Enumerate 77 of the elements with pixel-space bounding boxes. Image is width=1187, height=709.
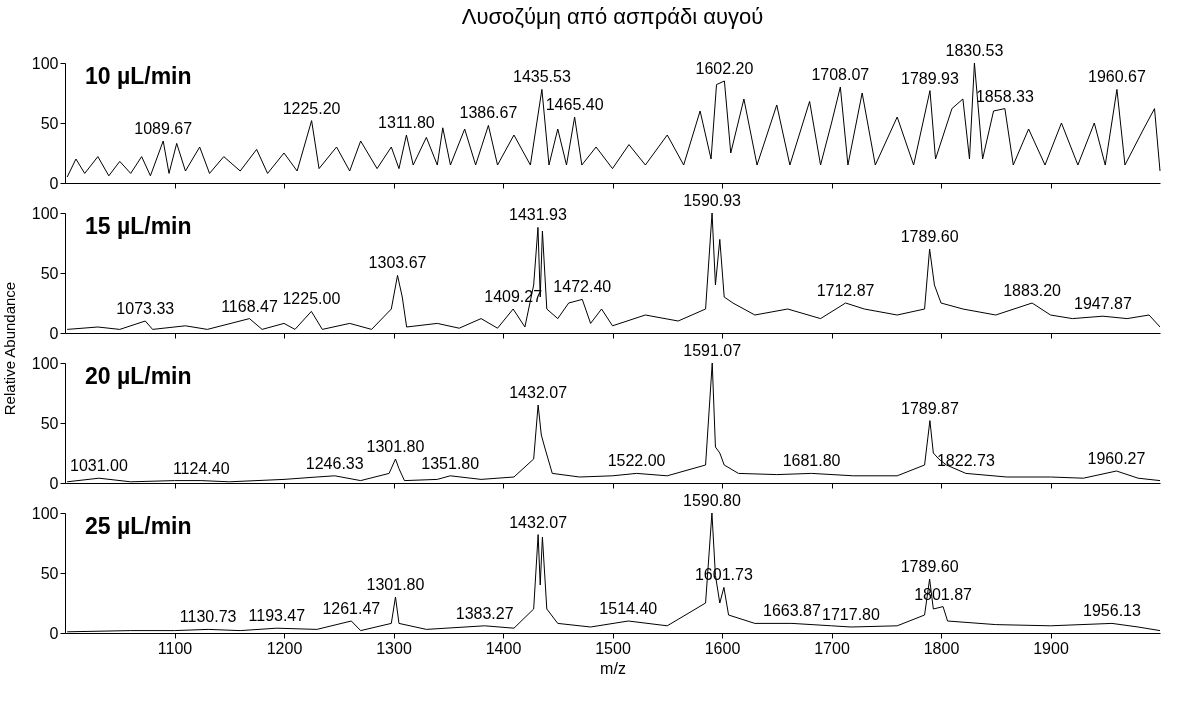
annotation: 1386.67 [459,104,518,122]
annotation: 1435.53 [512,68,571,86]
x-tick-label: 1500 [595,639,631,657]
y-tick-label: 50 [40,264,59,282]
annotation: 1472.40 [553,278,612,296]
annotation: 1830.53 [945,42,1004,59]
x-tick-label: 1200 [266,639,303,657]
annotation: 1225.00 [282,290,341,308]
annotation: 1590.80 [683,492,741,509]
annotation: 1663.87 [763,602,821,620]
annotation: 20 µL/min [85,363,192,389]
annotation: 1591.07 [683,342,742,359]
x-axis-title: m/z [600,659,626,677]
annotation: 1124.40 [172,459,230,477]
annotation: 1301.80 [366,438,425,455]
y-tick-label: 0 [49,324,59,342]
annotation: 10 µL/min [85,63,192,89]
annotation: 1717.80 [822,606,881,623]
annotation: 1089.67 [134,120,193,137]
annotation: 1073.33 [116,300,175,317]
annotation: 1681.80 [782,452,841,470]
annotation: 1432.07 [509,513,568,531]
y-tick-label: 0 [49,624,59,642]
annotation: 1431.93 [509,206,567,224]
annotation: 1590.93 [683,192,742,209]
annotation: 1303.67 [368,254,427,272]
y-tick-label: 100 [31,354,59,372]
annotation: 1301.80 [366,576,425,593]
annotation: 1409.27 [484,288,543,305]
y-tick-label: 50 [40,114,59,132]
annotation: 1960.67 [1088,68,1146,86]
y-tick-label: 50 [40,414,59,432]
annotation: 1130.73 [179,608,237,626]
annotation: 1801.87 [914,585,973,603]
annotation: 1602.20 [695,60,754,77]
x-tick-label: 1600 [704,639,741,657]
annotation: 1947.87 [1074,295,1132,313]
annotation: 1168.47 [221,297,278,315]
x-tick-label: 1800 [923,639,960,657]
annotation: 1383.27 [455,604,514,622]
y-axis-title: Relative Abundance [0,281,18,416]
y-tick-label: 0 [49,174,59,192]
y-tick-label: 0 [49,474,59,492]
annotation: 15 µL/min [85,213,192,239]
x-tick-label: 1300 [376,639,412,657]
annotation: 1246.33 [305,454,364,472]
annotation: 1465.40 [545,96,604,113]
x-tick-label: 1100 [157,639,193,657]
chart-title: Λυσοζύμη από ασπράδι αυγού [461,4,764,29]
annotation: 1193.47 [248,607,306,625]
annotation: 1789.87 [900,399,959,417]
y-tick-label: 100 [31,54,59,72]
annotation: 1883.20 [1003,282,1062,299]
annotation: 1351.80 [421,454,480,472]
annotation: 1225.20 [282,99,341,117]
y-tick-label: 100 [31,204,59,222]
annotation: 1960.27 [1087,450,1146,467]
y-tick-label: 100 [31,504,59,522]
x-tick-label: 1900 [1033,639,1069,657]
annotation: 1789.60 [900,228,959,245]
annotation: 1514.40 [599,600,658,617]
annotation: 1708.07 [811,66,870,83]
annotation: 1858.33 [975,87,1034,105]
annotation: 1956.13 [1083,602,1141,620]
x-tick-label: 1700 [814,639,850,657]
annotation: 1031.00 [70,457,128,475]
annotation: 1789.60 [900,558,959,575]
annotation: 1261.47 [322,600,381,617]
x-tick-label: 1400 [485,639,522,657]
y-tick-label: 50 [40,564,59,582]
annotation: 1789.93 [901,69,959,87]
annotation: 1822.73 [936,452,995,470]
annotation: 1311.80 [378,114,435,131]
annotation: 1522.00 [607,452,666,470]
annotation: 25 µL/min [85,513,192,539]
annotation: 1432.07 [509,384,568,401]
annotation: 1712.87 [816,282,875,299]
